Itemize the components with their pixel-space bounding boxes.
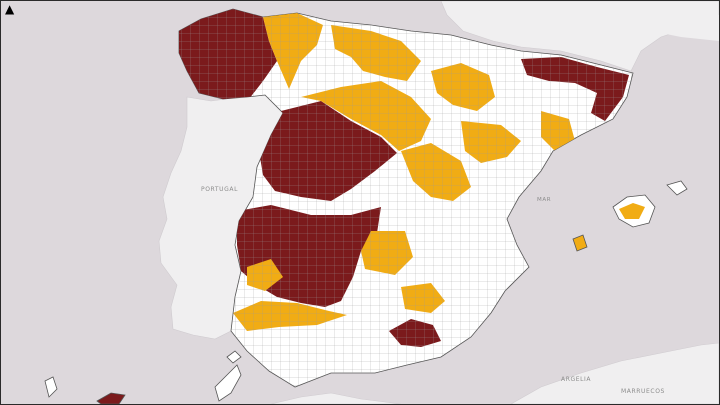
island-top-right <box>641 9 719 41</box>
canary-islands-dark[interactable] <box>96 392 126 404</box>
label-africa-1: ARGELIA <box>561 376 591 383</box>
north-arrow-icon: ▲ <box>5 2 15 16</box>
africa-land-east <box>510 342 719 404</box>
balearic-ibiza[interactable] <box>572 234 588 252</box>
label-portugal: PORTUGAL <box>201 186 238 193</box>
label-africa-2: MARRUECOS <box>621 388 665 395</box>
canary-islands-west[interactable] <box>44 376 58 398</box>
balearic-menorca[interactable] <box>666 180 688 196</box>
africa-land <box>270 392 402 404</box>
label-sea: MAR <box>537 197 551 203</box>
ceuta-melilla <box>226 350 242 364</box>
balearic-mallorca-mid[interactable] <box>619 203 645 219</box>
canary-islands-east[interactable] <box>214 364 242 402</box>
